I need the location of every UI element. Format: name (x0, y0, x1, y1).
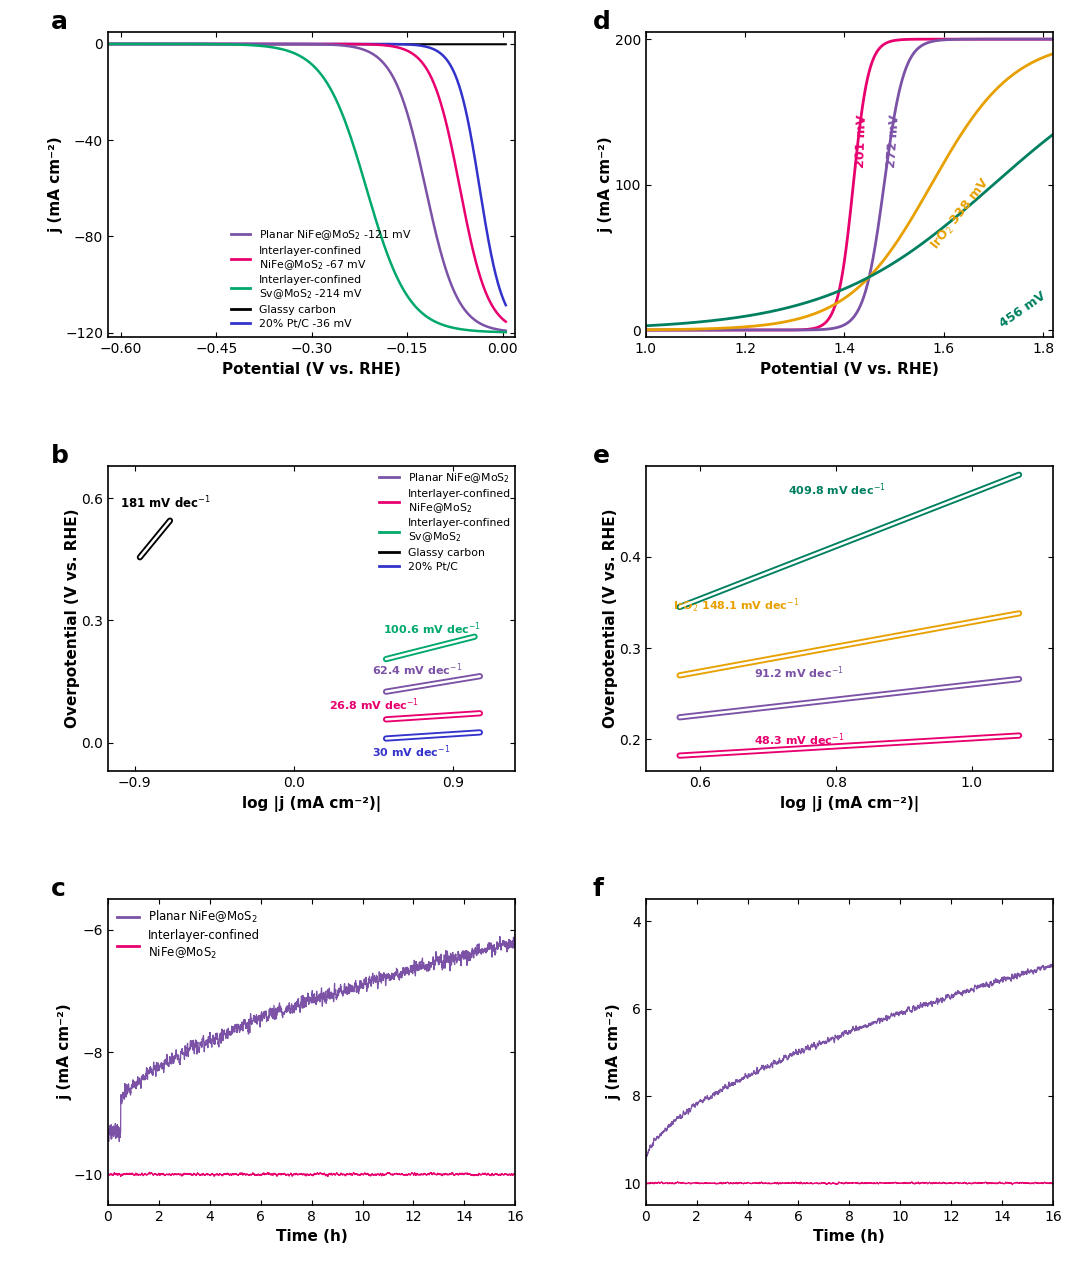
Text: b: b (51, 444, 69, 468)
Text: 26.8 mV dec$^{-1}$: 26.8 mV dec$^{-1}$ (329, 696, 419, 713)
Text: 62.4 mV dec$^{-1}$: 62.4 mV dec$^{-1}$ (372, 660, 462, 677)
Legend: Planar NiFe@MoS$_2$, Interlayer-confined
NiFe@MoS$_2$, Interlayer-confined
Sv@Mo: Planar NiFe@MoS$_2$, Interlayer-confined… (376, 468, 514, 575)
Text: 48.3 mV dec$^{-1}$: 48.3 mV dec$^{-1}$ (754, 732, 845, 748)
Text: 30 mV dec$^{-1}$: 30 mV dec$^{-1}$ (372, 743, 450, 760)
Y-axis label: Overpotential (V vs. RHE): Overpotential (V vs. RHE) (65, 509, 80, 728)
Text: 181 mV dec$^{-1}$: 181 mV dec$^{-1}$ (120, 495, 212, 511)
Text: e: e (593, 444, 610, 468)
Legend: Planar NiFe@MoS$_2$, Interlayer-confined
NiFe@MoS$_2$: Planar NiFe@MoS$_2$, Interlayer-confined… (113, 905, 264, 964)
X-axis label: Potential (V vs. RHE): Potential (V vs. RHE) (760, 362, 939, 376)
Text: 91.2 mV dec$^{-1}$: 91.2 mV dec$^{-1}$ (754, 664, 845, 681)
Text: 100.6 mV dec$^{-1}$: 100.6 mV dec$^{-1}$ (382, 620, 481, 636)
Y-axis label: j (mA cm⁻²): j (mA cm⁻²) (49, 136, 64, 233)
Text: 409.8 mV dec$^{-1}$: 409.8 mV dec$^{-1}$ (788, 482, 886, 499)
X-axis label: Time (h): Time (h) (813, 1229, 886, 1244)
Y-axis label: j (mA cm⁻²): j (mA cm⁻²) (607, 1003, 622, 1100)
X-axis label: log |j (mA cm⁻²)|: log |j (mA cm⁻²)| (242, 796, 381, 811)
X-axis label: log |j (mA cm⁻²)|: log |j (mA cm⁻²)| (780, 796, 919, 811)
Text: IrO$_2$ 148.1 mV dec$^{-1}$: IrO$_2$ 148.1 mV dec$^{-1}$ (673, 597, 799, 615)
Text: a: a (51, 10, 68, 34)
Text: 201 mV: 201 mV (854, 115, 869, 168)
Text: IrO$_2$ 338 mV: IrO$_2$ 338 mV (929, 175, 994, 252)
Legend: Planar NiFe@MoS$_2$ -121 mV, Interlayer-confined
NiFe@MoS$_2$ -67 mV, Interlayer: Planar NiFe@MoS$_2$ -121 mV, Interlayer-… (228, 224, 415, 332)
Text: c: c (51, 877, 66, 901)
X-axis label: Potential (V vs. RHE): Potential (V vs. RHE) (222, 362, 401, 376)
Text: 272 mV: 272 mV (885, 113, 902, 168)
Text: f: f (593, 877, 604, 901)
Y-axis label: j (mA cm⁻²): j (mA cm⁻²) (57, 1003, 72, 1100)
Y-axis label: j (mA cm⁻²): j (mA cm⁻²) (598, 136, 613, 233)
Text: d: d (593, 10, 610, 34)
Text: 456 mV: 456 mV (998, 289, 1049, 330)
X-axis label: Time (h): Time (h) (275, 1229, 348, 1244)
Y-axis label: Overpotential (V vs. RHE): Overpotential (V vs. RHE) (603, 509, 618, 728)
